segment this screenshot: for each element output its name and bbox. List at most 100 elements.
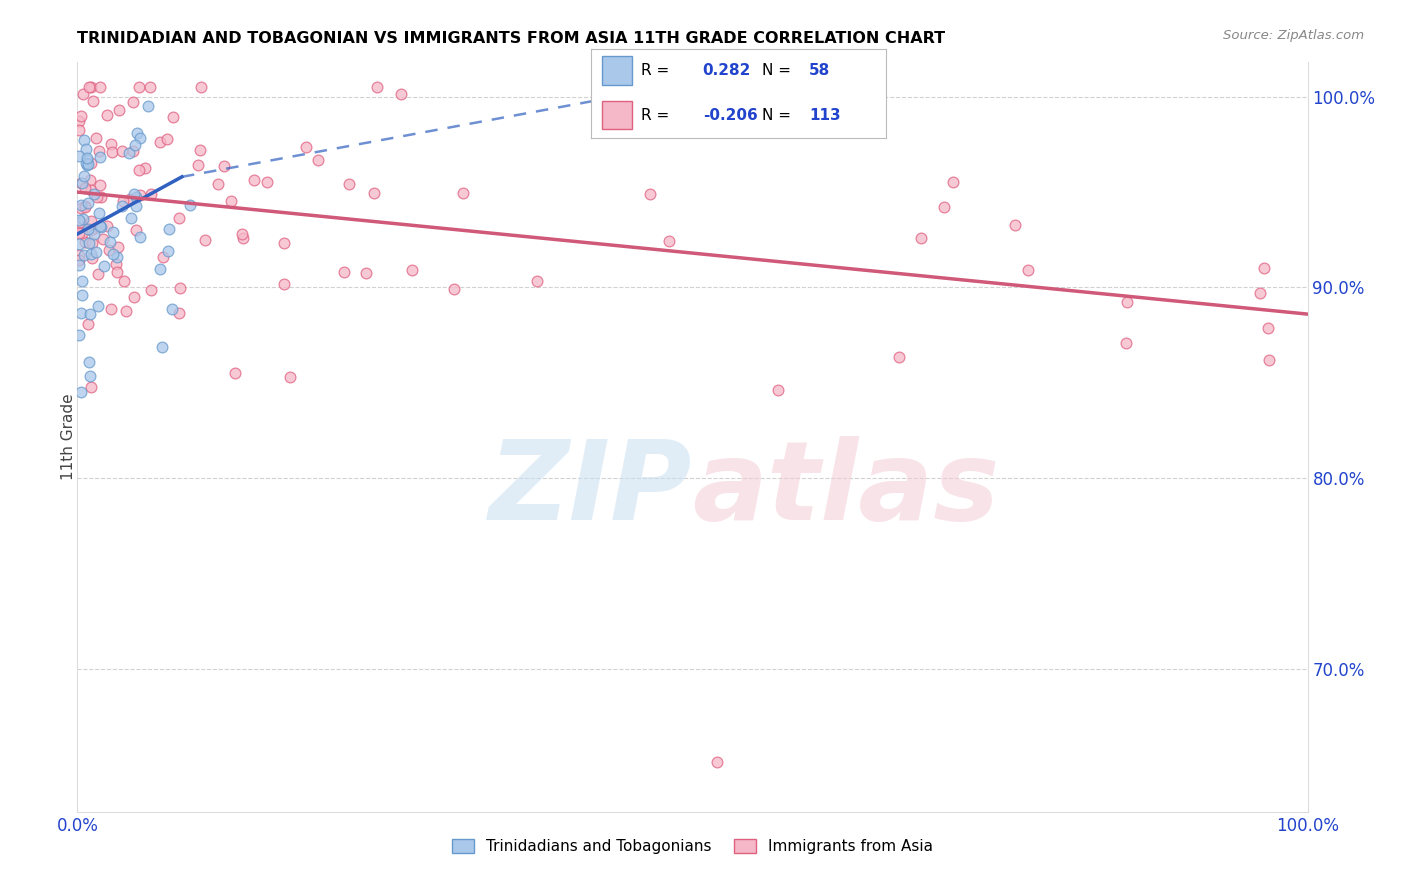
Point	[136, 99, 159, 113]
Point	[69, 236, 91, 251]
Point	[766, 383, 789, 397]
Text: R =: R =	[641, 63, 673, 78]
Point	[67, 248, 90, 262]
Point	[89, 144, 111, 158]
Point	[124, 137, 146, 152]
Point	[1253, 261, 1275, 276]
Point	[73, 169, 96, 184]
Point	[212, 159, 235, 173]
Point	[401, 263, 423, 277]
Point	[80, 246, 103, 260]
Point	[87, 299, 110, 313]
Point	[89, 150, 111, 164]
Point	[107, 240, 129, 254]
Point	[101, 225, 124, 239]
Point	[887, 351, 910, 365]
Point	[79, 369, 101, 384]
Point	[76, 157, 98, 171]
Point	[149, 136, 172, 150]
Point	[91, 232, 114, 246]
Point	[1257, 321, 1279, 335]
Text: 113: 113	[808, 108, 841, 122]
Point	[89, 178, 111, 192]
Point	[122, 187, 145, 202]
Point	[125, 198, 148, 212]
Point	[219, 194, 242, 209]
Point	[67, 258, 90, 272]
Point	[105, 257, 128, 271]
Point	[149, 262, 172, 277]
Point	[157, 222, 180, 236]
Point	[84, 245, 107, 260]
Point	[89, 80, 111, 95]
Point	[273, 277, 295, 291]
Point	[1115, 336, 1137, 351]
Text: TRINIDADIAN AND TOBAGONIAN VS IMMIGRANTS FROM ASIA 11TH GRADE CORRELATION CHART: TRINIDADIAN AND TOBAGONIAN VS IMMIGRANTS…	[77, 31, 945, 46]
Point	[76, 195, 98, 210]
Point	[152, 340, 174, 354]
Point	[156, 131, 179, 145]
Text: Source: ZipAtlas.com: Source: ZipAtlas.com	[1223, 29, 1364, 42]
Point	[87, 267, 110, 281]
Point	[112, 274, 135, 288]
Text: R =: R =	[641, 108, 673, 122]
Point	[100, 137, 122, 152]
Point	[67, 226, 90, 240]
Point	[910, 231, 932, 245]
Point	[79, 222, 101, 236]
Point	[1017, 262, 1039, 277]
Point	[354, 266, 377, 280]
Point	[98, 244, 121, 258]
Point	[1116, 295, 1139, 310]
Point	[76, 153, 98, 168]
Point	[124, 290, 146, 304]
Point	[77, 221, 100, 235]
Point	[169, 281, 191, 295]
Text: -0.206: -0.206	[703, 108, 758, 122]
Point	[105, 265, 128, 279]
Point	[79, 214, 101, 228]
Point	[72, 274, 94, 288]
Point	[152, 250, 174, 264]
Point	[70, 288, 93, 302]
Point	[139, 187, 162, 202]
Point	[118, 146, 141, 161]
Point	[69, 177, 91, 191]
Point	[96, 219, 118, 234]
Text: N =: N =	[762, 63, 796, 78]
Point	[942, 175, 965, 189]
Text: N =: N =	[762, 108, 796, 122]
Point	[128, 80, 150, 95]
Point	[526, 273, 548, 287]
Point	[231, 227, 253, 241]
Point	[111, 194, 134, 209]
Point	[70, 109, 93, 123]
Point	[83, 221, 105, 235]
Point	[69, 214, 91, 228]
Point	[75, 198, 97, 212]
Point	[79, 380, 101, 394]
Point	[295, 140, 318, 154]
Point	[125, 222, 148, 236]
Point	[90, 190, 112, 204]
Point	[76, 158, 98, 172]
Point	[107, 103, 129, 117]
Point	[179, 198, 201, 212]
Point	[115, 304, 138, 318]
Point	[73, 181, 96, 195]
Point	[122, 95, 145, 109]
Point	[80, 156, 103, 170]
Point	[207, 177, 229, 191]
Point	[86, 190, 108, 204]
Point	[110, 199, 132, 213]
Point	[87, 206, 110, 220]
Point	[128, 162, 150, 177]
Point	[129, 230, 152, 244]
Point	[76, 318, 98, 332]
Point	[67, 212, 90, 227]
Point	[128, 131, 150, 145]
Point	[120, 211, 142, 225]
Text: 0.282: 0.282	[703, 63, 751, 78]
Point	[75, 156, 97, 170]
Point	[706, 755, 728, 769]
